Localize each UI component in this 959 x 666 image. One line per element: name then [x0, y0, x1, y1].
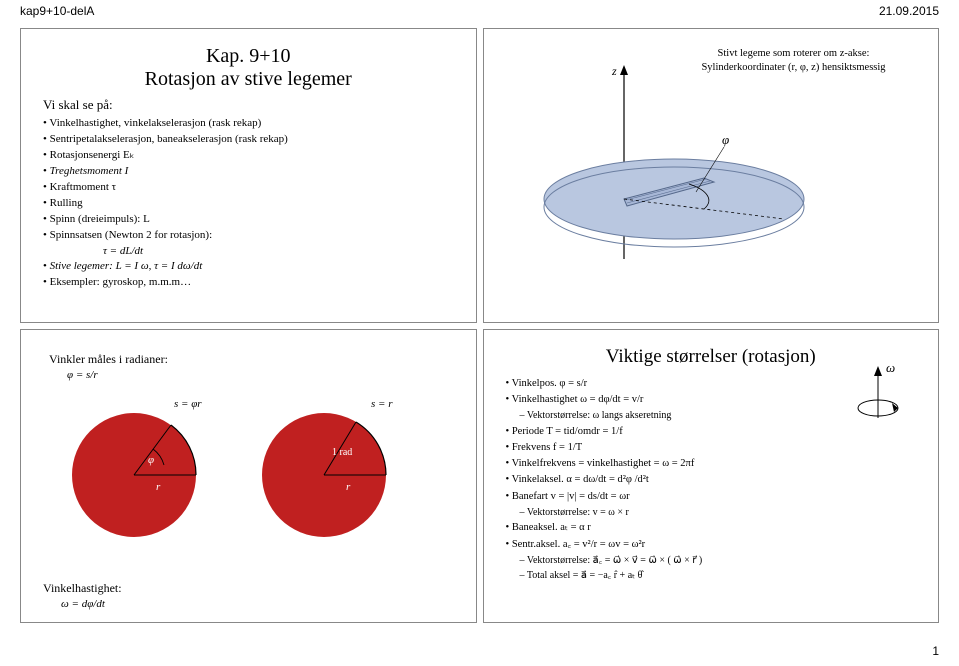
z-axis-label: z	[611, 64, 617, 78]
list-item: Frekvens f = 1/T	[506, 440, 917, 456]
slide-1: Kap. 9+10 Rotasjon av stive legemer Vi s…	[20, 28, 477, 323]
slide3-eq: φ = s/r	[67, 369, 454, 381]
list-item: Kraftmoment τ	[43, 180, 454, 196]
list-item: Baneaksel. aₜ = α r	[506, 520, 917, 536]
circle-right: 1 rad r s = r	[246, 385, 411, 545]
list-item: Spinn (dreieimpuls): L	[43, 212, 454, 228]
list-item: Vinkelhastighet, vinkelakselerasjon (ras…	[43, 116, 454, 132]
doc-header: kap9+10-delA 21.09.2015	[0, 0, 959, 22]
list-item: Banefart v = |v| = ds/dt = ωr Vektorstør…	[506, 489, 917, 521]
list-item: Vinkelfrekvens = vinkelhastighet = ω = 2…	[506, 456, 917, 472]
omega-label: ω	[886, 360, 895, 375]
spinn-eq: τ = dL/dt	[103, 244, 454, 260]
sub-item: Vektorstørrelse: a⃗꜀ = ω⃗ × v⃗ = ω⃗ × ( …	[520, 553, 917, 569]
slide3-head: Vinkler måles i radianer:	[49, 352, 454, 367]
slide-3: Vinkler måles i radianer: φ = s/r φ r s …	[20, 329, 477, 624]
svg-text:r: r	[156, 481, 161, 493]
slide3-bottom-head: Vinkelhastighet:	[43, 581, 122, 596]
disc-figure: z φ	[534, 59, 854, 279]
header-left: kap9+10-delA	[20, 4, 94, 18]
one-rad-label: 1 rad	[332, 447, 352, 458]
sub-item: Vektorstørrelse: v = ω × r	[520, 505, 917, 521]
s-phi-r-label: s = φr	[174, 398, 202, 410]
s-r-label: s = r	[371, 398, 393, 410]
svg-text:φ: φ	[148, 454, 154, 466]
circle-left: φ r s = φr	[56, 385, 221, 545]
slide-2: Stivt legeme som roterer om z-akse: Syli…	[483, 28, 940, 323]
omega-vector-icon: ω	[848, 360, 908, 430]
slide3-bottom-eq: ω = dφ/dt	[61, 598, 105, 610]
slide1-list: Vinkelhastighet, vinkelakselerasjon (ras…	[43, 116, 454, 291]
list-item: Rotasjonsenergi Eₖ	[43, 148, 454, 164]
slide1-title-l2: Rotasjon av stive legemer	[145, 68, 352, 90]
sub-item: Total aksel = a⃗ = −a꜀ r̂ + aₜ θ̂	[520, 568, 917, 584]
page-number: 1	[932, 644, 939, 658]
list-item: Sentr.aksel. a꜀ = v²/r = ωv = ω²r Vektor…	[506, 537, 917, 584]
svg-text:r: r	[346, 481, 351, 493]
page-grid: Kap. 9+10 Rotasjon av stive legemer Vi s…	[0, 22, 959, 627]
list-item: Eksempler: gyroskop, m.m.m…	[43, 275, 454, 291]
list-item: Treghetsmoment I	[43, 164, 454, 180]
list-item: Rulling	[43, 196, 454, 212]
slide1-subtitle: Vi skal se på:	[43, 97, 454, 113]
list-item: Vinkelaksel. α = dω/dt = d²φ /d²t	[506, 472, 917, 488]
list-item: Stive legemer: L = I ω, τ = I dω/dt	[43, 259, 454, 275]
phi-label: φ	[722, 132, 729, 147]
list-item: Spinnsatsen (Newton 2 for rotasjon): τ =…	[43, 228, 454, 260]
slide1-title-l1: Kap. 9+10	[206, 45, 291, 67]
header-right: 21.09.2015	[879, 4, 939, 18]
slide-4: Viktige størrelser (rotasjon) Vinkelpos.…	[483, 329, 940, 624]
list-item: Sentripetalakselerasjon, baneakselerasjo…	[43, 132, 454, 148]
